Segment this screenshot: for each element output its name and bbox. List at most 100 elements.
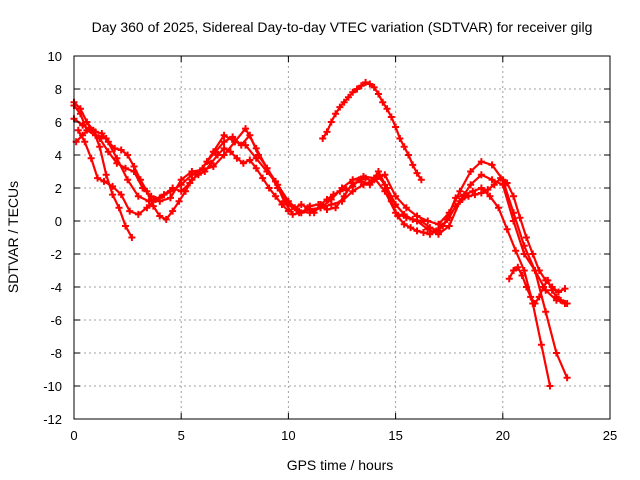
y-tick-label: -2 (50, 247, 62, 262)
data-point (220, 151, 228, 159)
data-point (561, 285, 569, 293)
data-point (323, 196, 331, 204)
x-axis-title: GPS time / hours (287, 457, 394, 473)
data-point (419, 229, 427, 237)
data-point (160, 191, 168, 199)
data-point (265, 184, 273, 192)
data-point (151, 196, 159, 204)
data-point (379, 98, 387, 106)
x-tick-label: 20 (496, 428, 510, 443)
data-point (143, 204, 151, 212)
data-point (387, 113, 395, 121)
data-point (203, 158, 211, 166)
data-point (76, 105, 84, 113)
data-point (357, 82, 365, 90)
data-point (531, 300, 539, 307)
data-point (278, 201, 286, 208)
data-point (557, 296, 565, 304)
data-point (510, 209, 518, 217)
data-point (381, 171, 389, 179)
chart-title: Day 360 of 2025, Sidereal Day-to-day VTE… (92, 19, 593, 35)
data-point (394, 212, 402, 220)
x-tick-label: 15 (388, 428, 402, 443)
data-point (111, 144, 119, 152)
data-point (181, 187, 189, 195)
data-point (402, 204, 410, 212)
y-axis-title: SDTVAR / TECUs (5, 181, 21, 293)
data-point (400, 220, 408, 228)
data-point (452, 202, 460, 210)
y-tick-label: -12 (43, 412, 62, 427)
data-point (239, 159, 247, 167)
data-point (452, 194, 460, 202)
y-tick-label: 6 (55, 115, 62, 130)
data-point (175, 197, 183, 205)
data-point (467, 168, 475, 175)
data-point (289, 210, 297, 218)
data-point (413, 227, 421, 235)
data-point (115, 204, 123, 212)
data-point (100, 177, 108, 185)
data-point (149, 202, 157, 210)
data-point (552, 349, 560, 357)
data-point (535, 293, 543, 301)
x-tick-label: 10 (281, 428, 295, 443)
data-point (392, 123, 400, 131)
data-point (518, 271, 526, 279)
data-point (542, 308, 550, 316)
data-point (563, 374, 571, 382)
data-point (169, 184, 177, 192)
data-point (445, 214, 453, 222)
data-point (246, 131, 254, 139)
x-tick-label: 25 (603, 428, 617, 443)
data-point (342, 186, 350, 194)
data-point (426, 224, 434, 232)
data-point (134, 210, 142, 218)
data-point (74, 126, 82, 134)
data-point (510, 267, 518, 274)
data-point (460, 191, 468, 199)
data-point (254, 151, 262, 159)
data-point (259, 174, 267, 182)
data-point (117, 191, 125, 199)
data-point (177, 176, 185, 184)
axis-ticks: 0 5 10 15 20 25 -12 -10 -8 -6 -4 -2 0 2 4 6 8 10 (43, 49, 617, 443)
data-point (291, 204, 299, 212)
data-point (104, 148, 112, 156)
data-point (353, 85, 361, 93)
data-point (169, 207, 177, 215)
data-point (87, 154, 95, 162)
data-point (327, 201, 335, 208)
data-point (214, 151, 222, 159)
data-point (409, 215, 417, 223)
data-point (207, 159, 215, 167)
data-point (136, 176, 144, 184)
data-point (486, 192, 494, 200)
data-point (220, 138, 228, 146)
data-point (495, 204, 503, 212)
y-tick-label: -10 (43, 379, 62, 394)
data-point (396, 135, 404, 142)
data-point (417, 176, 425, 184)
data-point (445, 222, 453, 230)
data-point (516, 214, 524, 222)
data-point (520, 242, 528, 250)
data-point (349, 182, 357, 190)
data-point (477, 171, 485, 179)
data-point (548, 286, 556, 294)
data-point (304, 204, 312, 212)
data-point (284, 207, 292, 215)
data-point (366, 80, 374, 88)
data-point (355, 176, 363, 184)
series-line-s5 (72, 101, 133, 239)
data-point (434, 220, 442, 228)
data-point (121, 222, 129, 230)
data-point (522, 234, 530, 241)
data-point (246, 156, 254, 164)
data-point (467, 181, 475, 189)
data-point (404, 151, 412, 159)
data-point (79, 121, 87, 129)
x-tick-label: 0 (70, 428, 77, 443)
